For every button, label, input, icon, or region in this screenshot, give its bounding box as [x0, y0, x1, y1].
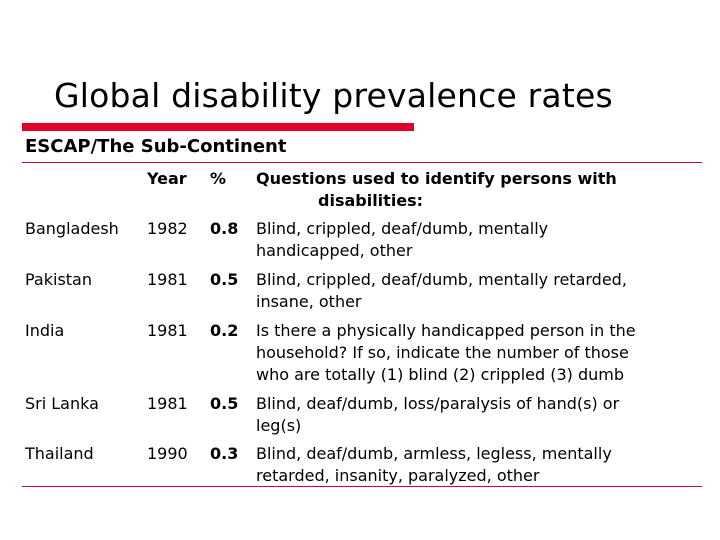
question-line: who are totally (1) blind (2) crippled (…	[256, 365, 625, 384]
question-line: Blind, crippled, deaf/dumb, mentally	[256, 219, 549, 238]
row-questions: Blind, deaf/dumb, loss/paralysis of hand…	[256, 393, 711, 437]
header-percent: %	[210, 169, 227, 188]
row-percent: 0.2	[210, 321, 239, 340]
row-year: 1981	[147, 394, 188, 413]
header-year: Year	[147, 169, 187, 188]
slide-subtitle: ESCAP/The Sub-Continent	[25, 136, 287, 157]
row-country: Pakistan	[25, 270, 92, 289]
header-questions-line: disabilities:	[318, 191, 424, 210]
header-questions-line: Questions used to identify persons with	[256, 169, 617, 188]
row-questions: Blind, crippled, deaf/dumb, mentally han…	[256, 218, 711, 262]
row-year: 1990	[147, 444, 188, 463]
question-line: Is there a physically handicapped person…	[256, 321, 636, 340]
row-country: India	[25, 321, 65, 340]
title-underline	[22, 123, 414, 131]
row-percent: 0.3	[210, 444, 239, 463]
question-line: Blind, deaf/dumb, armless, legless, ment…	[256, 444, 612, 463]
row-percent: 0.5	[210, 270, 239, 289]
table-top-rule	[22, 162, 702, 163]
slide-title: Global disability prevalence rates	[54, 76, 613, 115]
row-year: 1981	[147, 270, 188, 289]
row-year: 1982	[147, 219, 188, 238]
row-questions: Is there a physically handicapped person…	[256, 320, 711, 386]
row-country: Thailand	[25, 444, 94, 463]
row-country: Bangladesh	[25, 219, 119, 238]
row-year: 1981	[147, 321, 188, 340]
row-questions: Blind, deaf/dumb, armless, legless, ment…	[256, 443, 711, 487]
question-line: Blind, crippled, deaf/dumb, mentally ret…	[256, 270, 627, 289]
table-bottom-rule	[22, 486, 702, 487]
question-line: handicapped, other	[256, 241, 413, 260]
question-line: leg(s)	[256, 416, 302, 435]
question-line: retarded, insanity, paralyzed, other	[256, 466, 540, 485]
question-line: Blind, deaf/dumb, loss/paralysis of hand…	[256, 394, 620, 413]
question-line: insane, other	[256, 292, 362, 311]
question-line: household? If so, indicate the number of…	[256, 343, 629, 362]
row-questions: Blind, crippled, deaf/dumb, mentally ret…	[256, 269, 711, 313]
header-questions: Questions used to identify persons with …	[256, 168, 711, 212]
row-country: Sri Lanka	[25, 394, 99, 413]
row-percent: 0.8	[210, 219, 239, 238]
row-percent: 0.5	[210, 394, 239, 413]
